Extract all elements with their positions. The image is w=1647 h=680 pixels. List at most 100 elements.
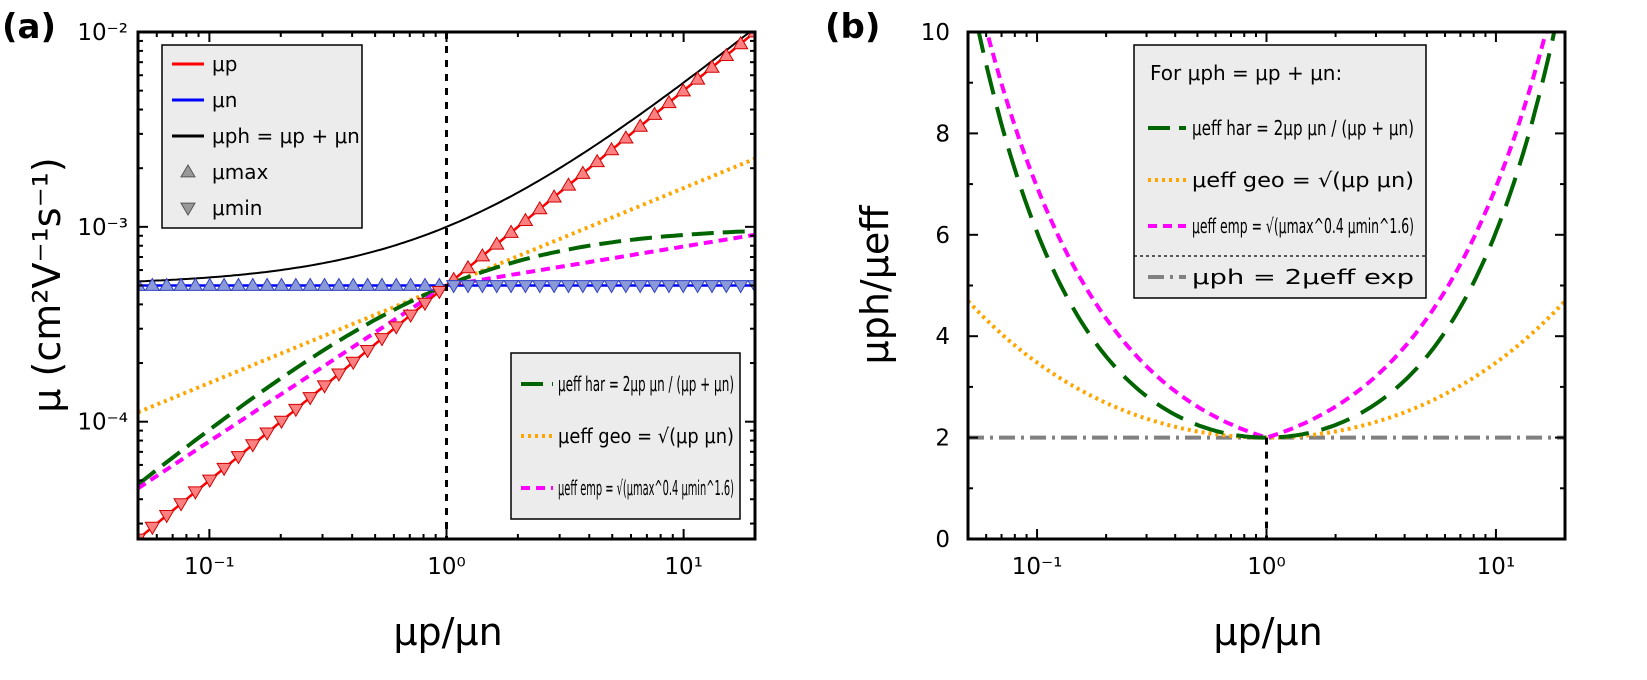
panel-b-xtick-label: 10¹ xyxy=(1477,554,1516,580)
panel-a-ytick-label: 10⁻² xyxy=(77,20,128,46)
marker-mu-max xyxy=(531,200,548,215)
legend-swatch xyxy=(180,164,196,178)
marker-mu-max xyxy=(675,82,692,97)
marker-mu-min xyxy=(359,344,376,359)
legend-swatch xyxy=(180,202,196,216)
marker-mu-min xyxy=(589,280,606,294)
marker-mu-max xyxy=(474,248,491,262)
marker-mu-min xyxy=(431,285,448,300)
marker-mu-min xyxy=(331,368,347,382)
marker-mu-min xyxy=(603,280,620,294)
marker-mu-min xyxy=(560,280,577,294)
legend-label: μeff emp = √(μmax^0.4 μmin^1.6) xyxy=(558,476,734,500)
marker-mu-min xyxy=(144,521,161,536)
marker-mu-min xyxy=(445,280,462,294)
marker-mu-min xyxy=(546,280,562,294)
legend-label: μph = 2μeff exp xyxy=(1192,265,1414,289)
marker-mu-max xyxy=(158,277,175,291)
panel-b-ylabel: μph/μeff xyxy=(853,205,897,365)
panel-a: (a) 10⁻¹ 10⁰ 10¹ 10⁻⁴ 10⁻³ 10⁻² μp/μn μ … xyxy=(2,7,757,654)
marker-mu-max xyxy=(488,236,505,250)
legend-label: μeff emp = √(μmax^0.4 μmin^1.6) xyxy=(1192,214,1414,238)
panel-b-ytick-label: 10 xyxy=(921,20,950,46)
series-line-μph-=-μp-+-μn xyxy=(138,32,752,283)
legend-label: μn xyxy=(212,88,237,112)
marker-mu-max xyxy=(138,277,146,291)
marker-mu-max xyxy=(689,71,706,85)
marker-mu-min xyxy=(201,474,218,489)
marker-mu-min xyxy=(244,439,261,453)
marker-mu-min xyxy=(273,415,290,430)
legend-label: μph = μp + μn xyxy=(212,124,360,148)
marker-mu-min xyxy=(417,297,433,312)
marker-mu-max xyxy=(316,277,333,291)
marker-mu-min xyxy=(675,280,692,294)
panel-a-legend-top: μp μn μph = μp + μn μmax μmin xyxy=(161,44,363,229)
marker-mu-max xyxy=(216,277,232,291)
marker-mu-min xyxy=(474,280,491,294)
series-line-μph/μeff-har xyxy=(976,32,1557,440)
marker-mu-max xyxy=(632,118,649,132)
panel-b: (b) 10⁻¹ 10⁰ 10¹ 0 2 4 6 8 10 μp/μn μph/… xyxy=(825,7,1567,654)
panel-b-legend-header: For μph = μp + μn: xyxy=(1150,61,1342,85)
marker-mu-min xyxy=(374,333,390,347)
legend-label: μmax xyxy=(212,160,268,184)
marker-mu-max xyxy=(503,224,519,238)
marker-mu-max xyxy=(144,277,161,291)
legend-label: μeff geo = √(μp μn) xyxy=(558,424,734,448)
marker-mu-max xyxy=(345,277,362,291)
marker-mu-max xyxy=(574,165,591,179)
marker-mu-max xyxy=(331,277,347,291)
marker-mu-max xyxy=(732,35,749,50)
marker-mu-min xyxy=(617,280,634,294)
panel-a-xlabel: μp/μn xyxy=(393,610,502,654)
marker-mu-max xyxy=(718,47,735,61)
panel-a-ytick-label: 10⁻³ xyxy=(77,215,128,241)
marker-mu-max xyxy=(704,59,720,73)
marker-mu-max xyxy=(546,189,562,203)
panel-b-ytick-label: 0 xyxy=(935,527,950,553)
marker-mu-min xyxy=(732,280,749,294)
marker-mu-min xyxy=(574,280,591,294)
panel-b-xtick-label: 10⁰ xyxy=(1247,554,1286,580)
marker-mu-min xyxy=(388,321,405,335)
panel-a-ytick-label: 10⁻⁴ xyxy=(77,410,128,436)
series-line-μeff-emp xyxy=(138,232,755,490)
marker-mu-min xyxy=(287,403,304,418)
marker-mu-min xyxy=(216,462,232,477)
marker-mu-min xyxy=(503,280,519,294)
legend-label: μeff har = 2μp μn / (μp + μn) xyxy=(1192,116,1414,140)
panel-b-ytick-label: 4 xyxy=(935,324,950,350)
marker-mu-max xyxy=(302,277,319,291)
marker-mu-max xyxy=(244,277,261,291)
marker-mu-max xyxy=(560,177,577,191)
panel-b-ticks xyxy=(967,31,1566,540)
marker-mu-min xyxy=(230,451,247,465)
marker-mu-min xyxy=(316,380,333,394)
marker-mu-min xyxy=(259,427,276,441)
marker-mu-min xyxy=(718,280,735,294)
marker-mu-max xyxy=(589,153,606,168)
legend-label: μeff geo = √(μp μn) xyxy=(1192,168,1414,192)
marker-mu-max xyxy=(259,277,276,291)
marker-mu-min xyxy=(747,280,755,294)
legend-label: μmin xyxy=(212,196,262,220)
marker-mu-max xyxy=(402,277,419,291)
marker-mu-max xyxy=(417,277,433,291)
panel-a-plot-area xyxy=(138,32,755,539)
panel-b-xlabel: μp/μn xyxy=(1213,610,1322,654)
marker-mu-min xyxy=(646,280,663,294)
marker-mu-max xyxy=(603,141,620,156)
panel-a-ylabel: μ (cm²V⁻¹s⁻¹) xyxy=(25,157,69,412)
panel-a-xtick-label: 10⁻¹ xyxy=(184,554,235,580)
marker-mu-max xyxy=(517,212,534,227)
panel-a-xtick-label: 10¹ xyxy=(664,554,703,580)
panel-a-label: (a) xyxy=(2,7,56,47)
panel-b-ytick-label: 6 xyxy=(935,223,950,249)
marker-mu-min xyxy=(402,309,419,323)
marker-mu-max xyxy=(173,277,189,291)
marker-mu-max xyxy=(646,106,663,120)
marker-mu-max xyxy=(388,277,405,291)
marker-mu-max xyxy=(201,277,218,291)
marker-mu-min xyxy=(488,280,505,294)
